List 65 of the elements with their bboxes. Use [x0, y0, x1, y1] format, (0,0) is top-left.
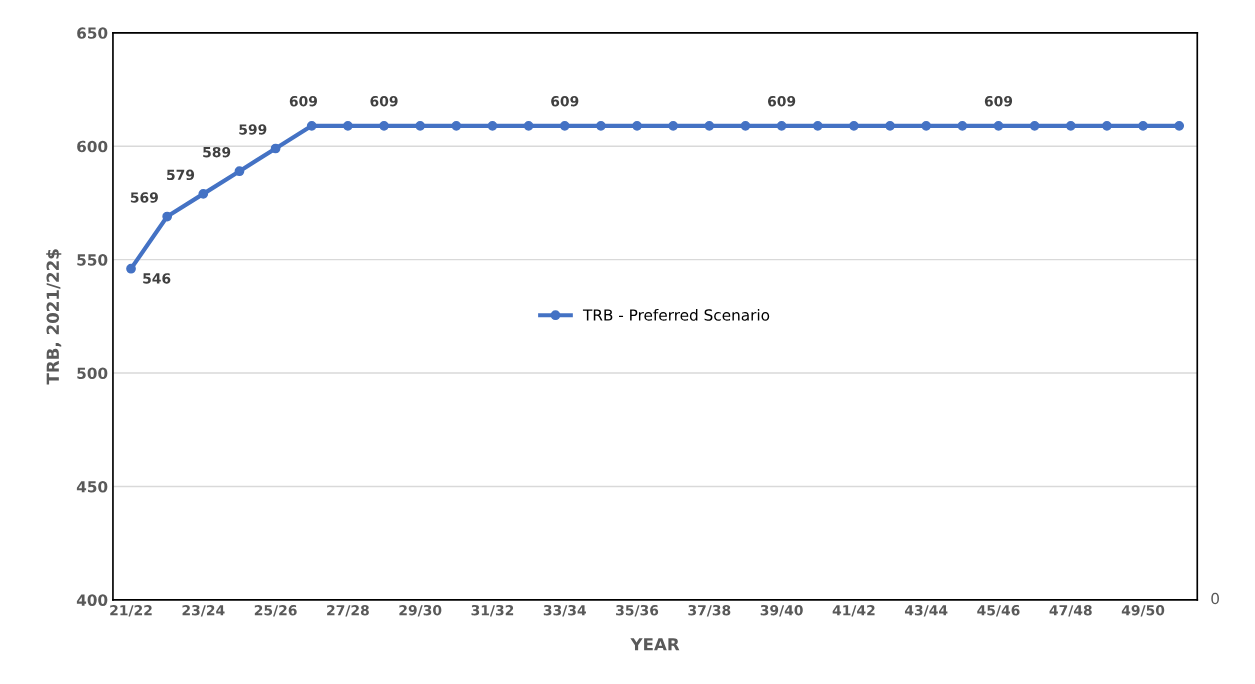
point	[776, 120, 787, 131]
point	[234, 166, 245, 177]
x-tick-label: 31/32	[471, 604, 514, 617]
data-label: 569	[130, 192, 158, 203]
point	[885, 120, 895, 131]
data-label: 579	[167, 169, 195, 181]
point	[1174, 120, 1185, 131]
x-tick-label: 37/38	[688, 604, 731, 617]
data-label: 589	[203, 146, 231, 158]
y-tick-label: 650	[77, 27, 108, 39]
x-tick-label: 35/36	[616, 604, 659, 617]
y-tick-label: 600	[77, 140, 108, 153]
x-tick-label: 45/46	[977, 604, 1020, 617]
point	[162, 211, 173, 222]
x-tick-label: 25/26	[254, 604, 297, 617]
x-tick-label: 27/28	[327, 604, 369, 617]
point	[523, 120, 534, 131]
point	[668, 120, 679, 131]
data-label: 609	[289, 95, 318, 107]
data-label: 546	[143, 273, 171, 284]
x-tick-label: 29/30	[399, 604, 442, 617]
data-label: 599	[239, 124, 267, 135]
point	[415, 120, 426, 131]
data-label: 609	[370, 95, 398, 107]
point	[451, 120, 462, 131]
data-label: 609	[551, 95, 579, 107]
text: 0	[1211, 592, 1219, 605]
point	[704, 120, 715, 131]
point	[343, 120, 353, 131]
x-tick-label: 39/40	[760, 604, 803, 617]
point	[740, 120, 751, 131]
point	[487, 120, 498, 131]
point	[1065, 120, 1076, 131]
y-tick-label: 550	[77, 254, 108, 266]
point	[1138, 120, 1148, 131]
x-tick-label: 47/48	[1049, 604, 1092, 617]
point	[812, 120, 823, 131]
point	[596, 120, 606, 131]
point	[1102, 120, 1112, 131]
y-axis-title: TRB, 2021/22$	[46, 249, 62, 385]
x-tick-label: 43/44	[904, 604, 948, 617]
legend-label: TRB - Preferred Scenario	[582, 308, 770, 321]
data-label: 609	[984, 95, 1013, 107]
point	[126, 263, 136, 274]
point	[849, 120, 859, 131]
point	[921, 120, 932, 131]
y-tick-label: 450	[76, 480, 108, 493]
point	[632, 120, 642, 131]
data-label: 609	[767, 95, 796, 107]
point	[306, 120, 317, 131]
x-tick-label: 41/42	[832, 604, 875, 617]
x-tick-label: 23/24	[182, 604, 225, 617]
point	[1029, 120, 1040, 131]
x-tick-label: 49/50	[1121, 604, 1165, 617]
point	[993, 120, 1004, 131]
point	[198, 189, 209, 199]
y-tick-label: 500	[77, 367, 108, 380]
point	[270, 143, 281, 154]
point	[559, 120, 570, 131]
x-tick-label: 21/22	[110, 604, 152, 617]
x-axis-title: YEAR	[630, 638, 680, 651]
point	[957, 120, 968, 131]
y-tick-label: 400	[76, 594, 108, 606]
point	[379, 120, 389, 131]
x-tick-label: 33/34	[543, 604, 586, 617]
